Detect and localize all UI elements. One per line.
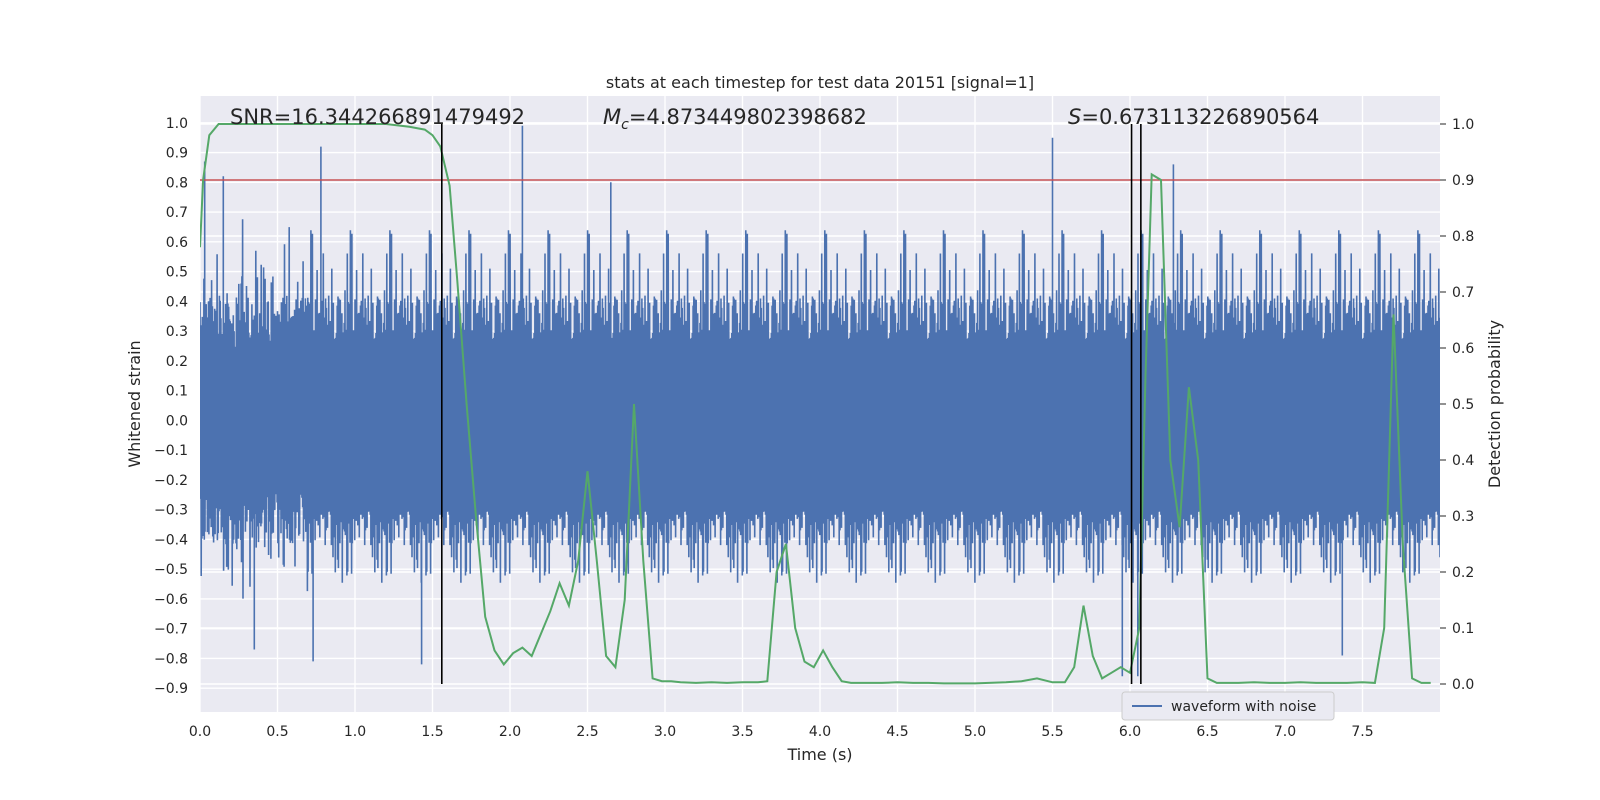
s-symbol: S [1068,105,1081,129]
x-tick-label-11: 5.5 [1041,724,1063,740]
s-value: =0.673113226890564 [1081,105,1319,129]
y-tick-label-14: −0.4 [154,532,188,548]
x-tick-label-12: 6.0 [1119,724,1141,740]
y-tick-label-1: 0.9 [166,146,188,162]
y-tick-label-15: −0.5 [154,562,188,578]
x-tick-label-5: 2.5 [576,724,598,740]
s-annotation: S=0.673113226890564 [1068,105,1319,129]
y-tick-label-3: 0.7 [166,205,188,221]
y2-tick-label-3: 0.7 [1452,285,1474,301]
x-tick-label-4: 2.0 [499,724,521,740]
x-axis-label: Time (s) [786,745,852,764]
y2-axis-ticks: 1.0 0.9 0.8 0.7 0.6 0.5 0.4 0.3 0.2 0.1 0.0 [1440,117,1474,693]
x-tick-label-0: 0.0 [189,724,211,740]
y-tick-label-4: 0.6 [166,235,188,251]
y-tick-label-11: −0.1 [154,443,188,459]
y-tick-label-6: 0.4 [166,294,188,310]
x-tick-label-6: 3.0 [654,724,676,740]
snr-annotation: SNR=16.344266891479492 [230,105,525,129]
series-line-waveform-with-noise [200,125,1440,677]
x-tick-label-14: 7.0 [1274,724,1296,740]
y2-tick-label-9: 0.1 [1452,621,1474,637]
y2-tick-label-8: 0.2 [1452,565,1474,581]
vertical-markers [440,124,1142,684]
y-tick-label-17: −0.7 [154,622,188,638]
y2-axis-label: Detection probability [1485,320,1504,488]
y2-tick-label-0: 1.0 [1452,117,1474,133]
series-line-detection-probability [200,123,1431,685]
x-axis-ticks: 0.0 0.5 1.0 1.5 2.0 2.5 3.0 3.5 4.0 4.5 5.0 5.5 6.0 6… [189,724,1374,740]
y2-tick-label-5: 0.5 [1452,397,1474,413]
y-tick-label-13: −0.3 [154,503,188,519]
y-tick-label-16: −0.6 [154,592,188,608]
x-tick-label-10: 5.0 [964,724,986,740]
y-axis-ticks: 1.0 0.9 0.8 0.7 0.6 0.5 0.4 0.3 0.2 0.1 0.0 −0.1 −0.… [154,116,188,697]
x-tick-label-3: 1.5 [421,724,443,740]
chirp-mass-symbol: M [603,105,621,129]
y2-tick-label-6: 0.4 [1452,453,1474,469]
y-tick-label-18: −0.8 [154,651,188,667]
x-tick-label-15: 7.5 [1351,724,1373,740]
y2-tick-label-7: 0.3 [1452,509,1474,525]
legend: waveform with noise [1121,691,1335,721]
y-tick-label-0: 1.0 [166,116,188,132]
chirp-mass-value: =4.873449802398682 [629,105,867,129]
y-tick-label-12: −0.2 [154,473,188,489]
y-tick-label-9: 0.1 [166,384,188,400]
chirp-mass-subscript: c [621,117,629,133]
y2-tick-label-4: 0.6 [1452,341,1474,357]
x-tick-label-8: 4.0 [809,724,831,740]
x-tick-label-7: 3.5 [731,724,753,740]
x-tick-label-13: 6.5 [1196,724,1218,740]
y-tick-label-19: −0.9 [154,681,188,697]
x-tick-label-1: 0.5 [266,724,288,740]
y-tick-label-5: 0.5 [166,265,188,281]
legend-entry-waveform-with-noise: waveform with noise [1171,699,1316,715]
y-tick-label-2: 0.8 [166,175,188,191]
y-tick-label-8: 0.2 [166,354,188,370]
chart-title: stats at each timestep for test data 201… [606,73,1034,92]
y2-tick-label-1: 0.9 [1452,173,1474,189]
y-tick-label-7: 0.3 [166,324,188,340]
chirp-mass-annotation: Mc=4.873449802398682 [603,105,867,133]
y-axis-label: Whitened strain [125,340,144,467]
y-tick-label-10: 0.0 [166,413,188,429]
y2-tick-label-10: 0.0 [1452,677,1474,693]
y2-tick-label-2: 0.8 [1452,229,1474,245]
x-tick-label-9: 4.5 [886,724,908,740]
x-tick-label-2: 1.0 [344,724,366,740]
